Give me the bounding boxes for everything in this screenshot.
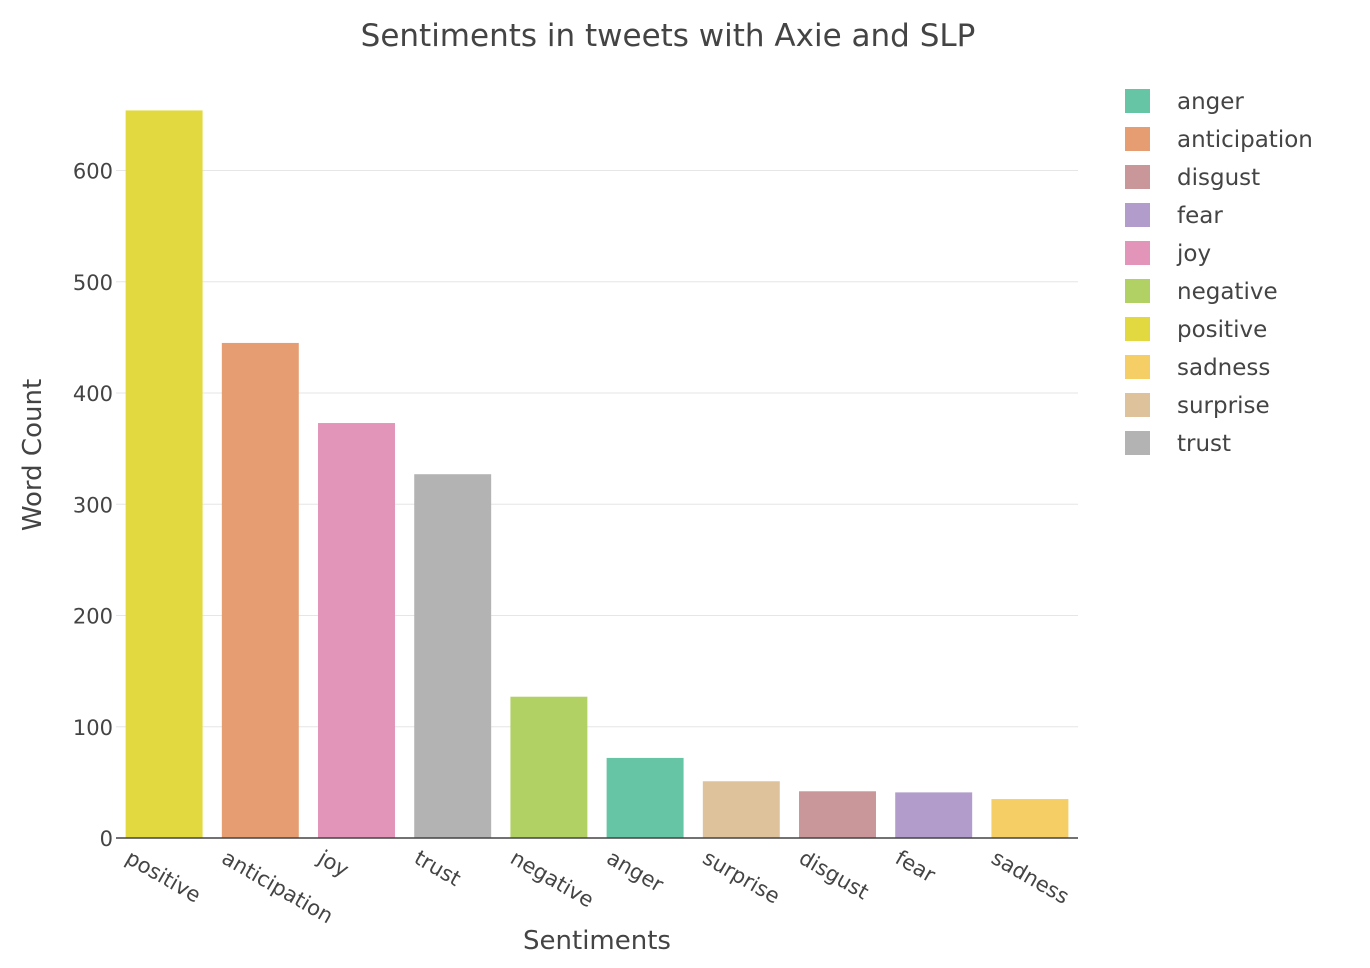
x-tick-label-joy: joy bbox=[313, 845, 353, 882]
y-tick-label: 0 bbox=[100, 827, 113, 851]
legend-item-surprise[interactable]: surprise bbox=[1125, 393, 1270, 419]
legend-swatch bbox=[1125, 431, 1150, 455]
x-tick-label-fear: fear bbox=[891, 846, 940, 888]
legend-item-trust[interactable]: trust bbox=[1125, 431, 1231, 457]
legend-label: trust bbox=[1177, 431, 1231, 457]
bar-sadness[interactable] bbox=[991, 799, 1069, 838]
y-axis-title: Word Count bbox=[18, 379, 48, 531]
bars bbox=[125, 110, 1069, 839]
legend-swatch bbox=[1125, 127, 1150, 151]
legend-label: anger bbox=[1177, 89, 1244, 115]
y-tick-label: 500 bbox=[73, 271, 113, 295]
legend-item-joy[interactable]: joy bbox=[1125, 241, 1211, 267]
bar-anger[interactable] bbox=[606, 757, 684, 838]
x-tick-label-trust: trust bbox=[410, 846, 465, 891]
y-axis-ticks: 0 100 200 300 400 500 600 bbox=[73, 160, 113, 852]
x-axis-title: Sentiments bbox=[523, 926, 671, 956]
legend-swatch bbox=[1125, 203, 1150, 227]
x-tick-label-sadness: sadness bbox=[987, 846, 1073, 909]
y-tick-label: 100 bbox=[73, 716, 113, 740]
bar-fear[interactable] bbox=[895, 792, 973, 838]
legend-item-anger[interactable]: anger bbox=[1125, 89, 1244, 115]
legend-item-disgust[interactable]: disgust bbox=[1125, 165, 1260, 191]
legend-item-fear[interactable]: fear bbox=[1125, 203, 1223, 229]
legend-swatch bbox=[1125, 355, 1150, 379]
legend-swatch bbox=[1125, 89, 1150, 113]
legend-item-negative[interactable]: negative bbox=[1125, 279, 1278, 305]
y-tick-label: 600 bbox=[73, 160, 113, 184]
legend-label: disgust bbox=[1177, 165, 1260, 191]
bar-surprise[interactable] bbox=[702, 781, 780, 838]
legend-swatch bbox=[1125, 317, 1150, 341]
legend-swatch bbox=[1125, 279, 1150, 303]
legend-label: fear bbox=[1177, 203, 1223, 229]
bar-positive[interactable] bbox=[125, 110, 203, 839]
legend-label: anticipation bbox=[1177, 127, 1313, 153]
legend-item-positive[interactable]: positive bbox=[1125, 317, 1267, 343]
chart-title: Sentiments in tweets with Axie and SLP bbox=[361, 18, 976, 54]
y-tick-label: 400 bbox=[73, 382, 113, 406]
bar-trust[interactable] bbox=[414, 474, 492, 838]
y-tick-label: 300 bbox=[73, 493, 113, 517]
legend-label: positive bbox=[1177, 317, 1267, 343]
bar-joy[interactable] bbox=[318, 423, 395, 838]
bar-negative[interactable] bbox=[510, 696, 588, 838]
legend-swatch bbox=[1125, 393, 1150, 417]
legend-item-anticipation[interactable]: anticipation bbox=[1125, 127, 1313, 153]
legend-label: negative bbox=[1177, 279, 1278, 305]
legend-label: sadness bbox=[1177, 355, 1270, 381]
x-tick-label-surprise: surprise bbox=[699, 846, 784, 909]
bar-anticipation[interactable] bbox=[221, 342, 299, 838]
legend-swatch bbox=[1125, 165, 1150, 189]
legend-swatch bbox=[1125, 241, 1150, 265]
x-tick-label-positive: positive bbox=[122, 846, 205, 908]
legend-label: joy bbox=[1176, 241, 1211, 267]
legend[interactable]: anger anticipation disgust fear joy negative p… bbox=[1125, 89, 1313, 457]
x-tick-label-negative: negative bbox=[506, 846, 598, 913]
x-tick-label-disgust: disgust bbox=[795, 846, 873, 905]
bar-disgust[interactable] bbox=[799, 791, 876, 838]
legend-item-sadness[interactable]: sadness bbox=[1125, 355, 1270, 381]
x-tick-label-anger: anger bbox=[603, 846, 668, 897]
y-tick-label: 200 bbox=[73, 605, 113, 629]
legend-label: surprise bbox=[1177, 393, 1270, 419]
